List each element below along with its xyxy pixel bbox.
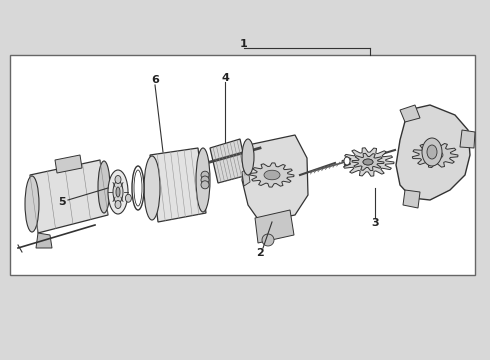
Text: 5: 5 bbox=[58, 197, 66, 207]
Ellipse shape bbox=[262, 234, 274, 246]
Text: 4: 4 bbox=[221, 73, 229, 83]
Ellipse shape bbox=[98, 161, 110, 213]
Polygon shape bbox=[403, 190, 420, 208]
Polygon shape bbox=[242, 168, 250, 186]
Ellipse shape bbox=[115, 175, 121, 184]
Ellipse shape bbox=[196, 148, 210, 212]
Ellipse shape bbox=[264, 170, 280, 180]
Ellipse shape bbox=[116, 187, 120, 197]
Polygon shape bbox=[412, 142, 458, 167]
Ellipse shape bbox=[427, 145, 437, 159]
Text: 6: 6 bbox=[151, 75, 159, 85]
Polygon shape bbox=[396, 105, 470, 200]
Ellipse shape bbox=[363, 159, 373, 165]
Polygon shape bbox=[210, 139, 248, 183]
Polygon shape bbox=[250, 163, 294, 187]
Text: 2: 2 bbox=[256, 248, 264, 258]
Polygon shape bbox=[36, 233, 52, 248]
Polygon shape bbox=[460, 130, 475, 148]
Ellipse shape bbox=[201, 171, 209, 179]
Ellipse shape bbox=[125, 194, 131, 202]
Ellipse shape bbox=[132, 166, 144, 210]
Ellipse shape bbox=[134, 170, 142, 206]
Ellipse shape bbox=[115, 201, 121, 208]
Ellipse shape bbox=[242, 139, 254, 175]
Ellipse shape bbox=[108, 170, 128, 214]
Text: 3: 3 bbox=[371, 218, 379, 228]
Ellipse shape bbox=[344, 157, 350, 165]
Ellipse shape bbox=[25, 176, 39, 232]
Ellipse shape bbox=[422, 138, 442, 166]
Polygon shape bbox=[255, 210, 294, 243]
Polygon shape bbox=[55, 155, 82, 173]
Polygon shape bbox=[242, 135, 308, 222]
Polygon shape bbox=[342, 148, 394, 176]
Polygon shape bbox=[400, 105, 420, 122]
Bar bbox=[10, 55, 475, 275]
Polygon shape bbox=[30, 160, 108, 233]
Ellipse shape bbox=[113, 181, 123, 203]
Ellipse shape bbox=[359, 157, 377, 167]
Polygon shape bbox=[352, 153, 384, 171]
Ellipse shape bbox=[363, 159, 373, 165]
Ellipse shape bbox=[427, 150, 443, 160]
Polygon shape bbox=[150, 148, 206, 222]
Text: 1: 1 bbox=[240, 39, 248, 49]
Ellipse shape bbox=[201, 181, 209, 189]
Ellipse shape bbox=[201, 176, 209, 184]
Ellipse shape bbox=[144, 156, 160, 220]
